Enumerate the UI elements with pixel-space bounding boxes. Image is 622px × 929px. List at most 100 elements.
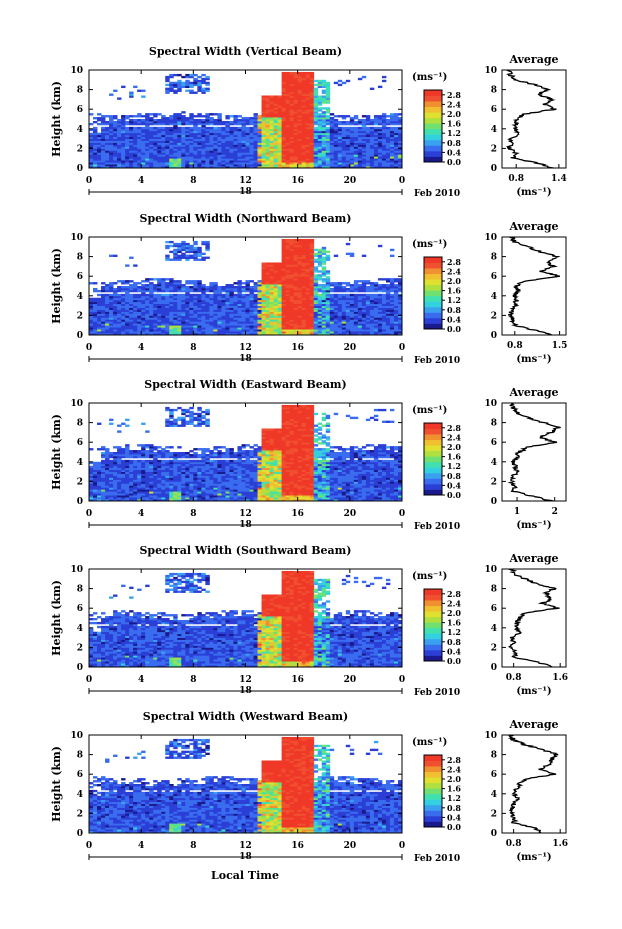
heatmap-cell [285, 264, 291, 267]
heatmap-cell [305, 73, 311, 77]
heatmap-cell [329, 122, 335, 126]
heatmap-cell [341, 301, 347, 305]
heatmap-cell [301, 248, 307, 252]
heatmap-cell [245, 120, 250, 124]
heatmap-cell [229, 134, 234, 138]
heatmap-cell [253, 297, 258, 301]
heatmap-cell [133, 286, 138, 289]
heatmap-cell [169, 321, 174, 324]
heatmap-cell [229, 128, 234, 132]
heatmap-cell [357, 156, 363, 159]
heatmap-cell [293, 323, 299, 326]
heatmap-cell [101, 323, 106, 326]
heatmap-cell [153, 140, 158, 143]
heatmap-cell [317, 321, 323, 324]
heatmap-cell [201, 156, 206, 159]
heatmap-cell [273, 154, 278, 157]
heatmap-cell [137, 303, 142, 306]
heatmap-cell [109, 333, 114, 336]
heatmap-cell [301, 138, 307, 141]
heatmap-cell [117, 138, 122, 141]
heatmap-cell [93, 120, 98, 124]
heatmap-cell [145, 329, 150, 332]
heatmap-cell [209, 113, 214, 116]
heatmap-cell [373, 325, 379, 328]
heatmap-cell [109, 158, 114, 161]
heatmap-cell [385, 297, 391, 301]
heatmap-cell [213, 144, 218, 147]
heatmap-cell [285, 71, 291, 75]
heatmap-cell [121, 119, 126, 122]
heatmap-cell [141, 140, 146, 143]
heatmap-cell [285, 266, 291, 269]
heatmap-cell [125, 315, 130, 318]
heatmap-cell [205, 297, 210, 301]
heatmap-cell [89, 132, 94, 136]
heatmap-cell [97, 148, 102, 151]
heatmap-cell [365, 307, 371, 310]
heatmap-cell [161, 120, 166, 124]
heatmap-cell [169, 142, 174, 145]
heatmap-cell [233, 282, 238, 285]
heatmap-cell [317, 148, 323, 151]
heatmap-cell [325, 331, 331, 334]
heatmap-cell [369, 323, 375, 326]
heatmap-cell [129, 120, 134, 124]
heatmap-cell [197, 301, 202, 305]
heatmap-cell [89, 299, 94, 303]
heatmap-cell [133, 122, 138, 126]
heatmap-cell [309, 242, 315, 246]
heatmap-cell [269, 321, 274, 324]
heatmap-cell [301, 107, 307, 110]
heatmap-cell [393, 323, 399, 326]
heatmap-cell [265, 270, 270, 273]
heatmap-cell [177, 117, 182, 120]
heatmap-cell [257, 138, 262, 141]
heatmap-cell [269, 331, 274, 334]
heatmap-cell [325, 87, 331, 90]
heatmap-cell [285, 272, 291, 275]
heatmap-cell [229, 152, 234, 155]
heatmap-cell [329, 301, 335, 305]
heatmap-cell [125, 289, 130, 293]
heatmap-cell [173, 303, 178, 306]
heatmap-cell [93, 130, 98, 134]
heatmap-cell [269, 162, 274, 165]
heatmap-cell [269, 278, 274, 281]
heatmap-cell [361, 303, 367, 306]
heatmap-cell [313, 111, 319, 114]
heatmap-cell [297, 85, 303, 89]
heatmap-cell [117, 323, 122, 326]
heatmap-cell [317, 162, 323, 165]
heatmap-cell [89, 331, 94, 334]
heatmap-cells [89, 71, 403, 169]
heatmap-cell [265, 299, 270, 303]
heatmap-cell [169, 73, 174, 77]
heatmap-cell [141, 154, 146, 157]
heatmap-cell [357, 120, 363, 124]
heatmap-cell [157, 286, 162, 289]
heatmap-cell [281, 238, 287, 242]
heatmap-cell [353, 142, 359, 145]
heatmap-cell [313, 107, 319, 110]
heatmap-cell [377, 122, 383, 126]
heatmap-cell [241, 319, 246, 322]
heatmap-cell [297, 130, 303, 134]
heatmap-cell [197, 248, 202, 252]
heatmap-cell [129, 297, 134, 301]
heatmap-cell [381, 134, 387, 138]
heatmap-cell [209, 331, 214, 334]
heatmap-cell [361, 158, 367, 161]
heatmap-cell [325, 323, 331, 326]
heatmap-cell [101, 156, 106, 159]
heatmap-cell [385, 309, 391, 312]
heatmap-cell [181, 83, 186, 87]
heatmap-cell [133, 289, 138, 293]
heatmap-cell [253, 128, 258, 132]
heatmap-cell [105, 299, 110, 303]
heatmap-cell [289, 244, 295, 248]
heatmap-cell [369, 299, 375, 303]
heatmap-cell [193, 138, 198, 141]
heatmap-cell [305, 260, 311, 263]
heatmap-cell [393, 280, 399, 283]
